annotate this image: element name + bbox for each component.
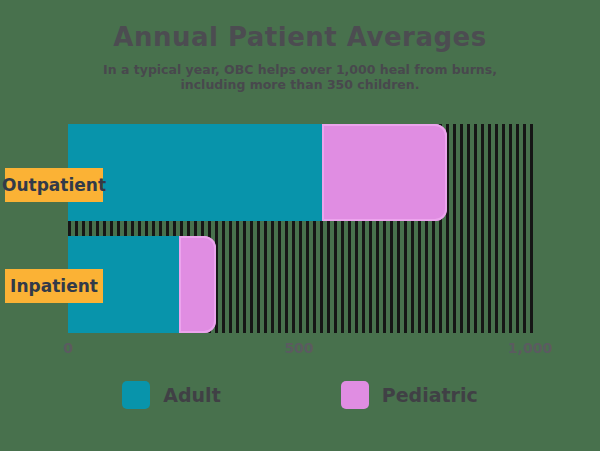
legend-label-pediatric: Pediatric bbox=[382, 384, 478, 406]
legend-swatch-pediatric bbox=[341, 381, 369, 409]
bar-segment-outpatient-pediatric bbox=[322, 124, 447, 221]
x-tick-1000: 1,000 bbox=[508, 340, 552, 356]
legend-label-adult: Adult bbox=[163, 384, 220, 406]
legend-item-pediatric: Pediatric bbox=[341, 381, 478, 409]
subtitle-line-2: including more than 350 children. bbox=[0, 77, 600, 92]
legend-swatch-adult bbox=[122, 381, 150, 409]
subtitle-line-1: In a typical year, OBC helps over 1,000 … bbox=[0, 62, 600, 77]
bar-segment-inpatient-pediatric bbox=[179, 236, 216, 333]
x-tick-0: 0 bbox=[63, 340, 73, 356]
plot-area bbox=[68, 124, 535, 333]
category-chip-inpatient: Inpatient bbox=[5, 269, 103, 303]
chart-title: Annual Patient Averages bbox=[0, 22, 600, 52]
legend: Adult Pediatric bbox=[0, 381, 600, 409]
bar-row-inpatient bbox=[68, 236, 535, 333]
category-chip-outpatient: Outpatient bbox=[5, 168, 103, 202]
x-tick-500: 500 bbox=[284, 340, 313, 356]
chart-canvas: Annual Patient Averages In a typical yea… bbox=[0, 0, 600, 451]
bar-segment-outpatient-adult bbox=[68, 124, 322, 221]
chart-subtitle: In a typical year, OBC helps over 1,000 … bbox=[0, 62, 600, 92]
bar-row-outpatient bbox=[68, 124, 535, 221]
legend-item-adult: Adult bbox=[122, 381, 220, 409]
